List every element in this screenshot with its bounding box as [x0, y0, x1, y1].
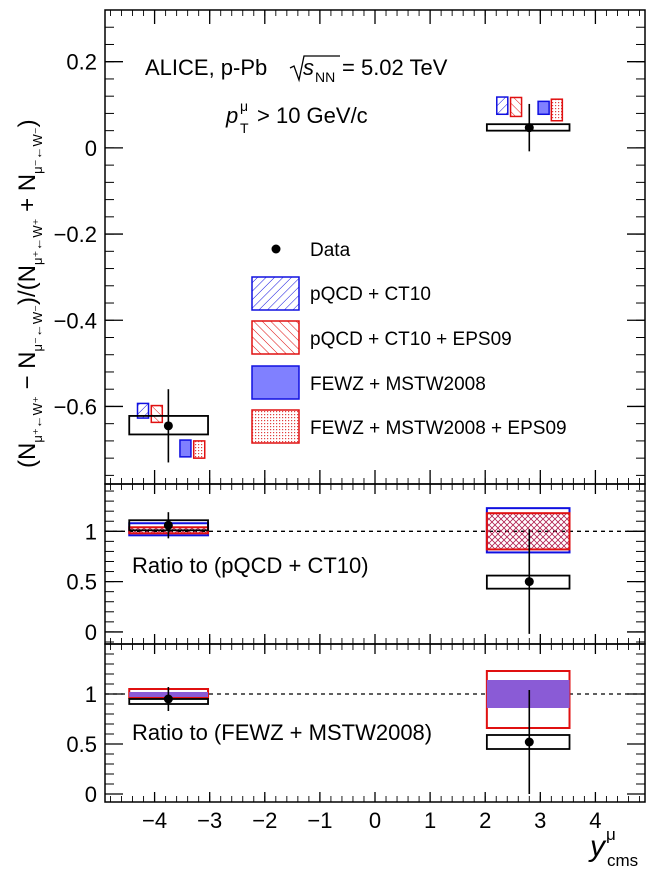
energy-label: s NN = 5.02 TeV	[289, 55, 448, 85]
svg-text:μ: μ	[606, 825, 616, 844]
y-tick-label: −0.2	[54, 222, 97, 247]
svg-text:μ: μ	[240, 98, 248, 114]
y-tick-label: −0.4	[54, 308, 97, 333]
y-tick-label: 0	[85, 782, 97, 807]
svg-text:Data: Data	[310, 240, 351, 261]
y-tick-label: 0	[85, 620, 97, 645]
x-tick-label: −2	[252, 808, 277, 833]
model-box	[496, 96, 509, 116]
y-axis-title: (Nμ⁺←W⁺ − Nμ⁻←W⁻)/(Nμ⁺←W⁺ + Nμ⁻←W⁻)	[14, 119, 45, 468]
ratio-pqcd-label: Ratio to (pQCD + CT10)	[132, 553, 369, 578]
y-tick-label: 1	[85, 682, 97, 707]
x-tick-label: 2	[479, 808, 491, 833]
svg-text:pQCD + CT10: pQCD + CT10	[310, 284, 431, 305]
pt-cut-label: p μ T > 10 GeV/c	[225, 98, 368, 136]
y-tick-label: −0.6	[54, 394, 97, 419]
y-tick-label: 0.5	[66, 732, 97, 757]
data-point	[524, 123, 534, 133]
svg-text:pQCD + CT10 + EPS09: pQCD + CT10 + EPS09	[310, 329, 512, 350]
svg-text:(Nμ⁺←W⁺ − Nμ⁻←W⁻)/(Nμ⁺←W⁺ + Nμ: (Nμ⁺←W⁺ − Nμ⁻←W⁻)/(Nμ⁺←W⁺ + Nμ⁻←W⁻)	[14, 119, 45, 468]
ratio-fewz-label: Ratio to (FEWZ + MSTW2008)	[132, 720, 432, 745]
svg-text:NN: NN	[315, 69, 335, 85]
data-syst-box	[485, 574, 571, 590]
svg-text:s: s	[303, 55, 314, 80]
data-point	[524, 737, 534, 747]
svg-text:= 5.02 TeV: = 5.02 TeV	[342, 55, 448, 80]
legend-item-pqcd-ct10: pQCD + CT10	[251, 276, 431, 311]
data-point	[163, 520, 173, 530]
y-tick-label: 0.5	[66, 570, 97, 595]
panel-frames	[104, 9, 646, 803]
x-tick-label: −1	[307, 808, 332, 833]
model-box	[179, 439, 192, 458]
ratio-band	[486, 680, 570, 708]
legend: Data pQCD + CT10 pQCD + CT10 + EPS09 FEW…	[251, 240, 567, 444]
x-tick-label: −4	[142, 808, 167, 833]
ratio-band	[485, 512, 571, 551]
model-box	[550, 98, 564, 122]
model-box	[509, 96, 523, 118]
x-tick-label: 0	[369, 808, 381, 833]
legend-item-fewz-mstw2008-eps09: FEWZ + MSTW2008 + EPS09	[251, 409, 567, 444]
data-point	[163, 421, 173, 431]
model-box	[136, 402, 150, 419]
axis-labels: 0.2 0 −0.2 −0.4 −0.6 0 0.5 1 0 0.5 1 −4 −3 −2 −1 0 1 2 3 4	[54, 50, 602, 833]
x-tick-label: −3	[197, 808, 222, 833]
y-tick-label: 0.2	[66, 50, 97, 75]
x-tick-label: 3	[534, 808, 546, 833]
svg-text:T: T	[240, 120, 249, 136]
svg-text:cms: cms	[607, 851, 638, 870]
svg-text:p: p	[225, 103, 238, 128]
x-tick-label: 1	[424, 808, 436, 833]
model-box	[192, 440, 206, 459]
legend-item-data: Data	[271, 240, 351, 261]
data-point	[163, 694, 173, 704]
x-axis-title: y μ cms	[588, 825, 638, 870]
panel-frame-asymmetry	[104, 9, 646, 485]
chart-marks	[105, 96, 645, 794]
model-box	[150, 404, 164, 424]
svg-text:FEWZ + MSTW2008: FEWZ + MSTW2008	[310, 374, 486, 395]
svg-text:> 10 GeV/c: > 10 GeV/c	[257, 103, 368, 128]
data-syst-box	[485, 734, 571, 750]
legend-item-pqcd-ct10-eps09: pQCD + CT10 + EPS09	[251, 320, 512, 355]
svg-text:FEWZ + MSTW2008 + EPS09: FEWZ + MSTW2008 + EPS09	[310, 418, 567, 439]
y-tick-label: 1	[85, 519, 97, 544]
legend-item-fewz-mstw2008: FEWZ + MSTW2008	[251, 365, 486, 400]
svg-text:y: y	[588, 830, 607, 863]
experiment-label: ALICE, p-Pb	[145, 55, 267, 80]
y-tick-label: 0	[85, 136, 97, 161]
x-tick-label: 4	[589, 808, 601, 833]
model-box	[537, 100, 550, 116]
data-point	[524, 577, 534, 587]
